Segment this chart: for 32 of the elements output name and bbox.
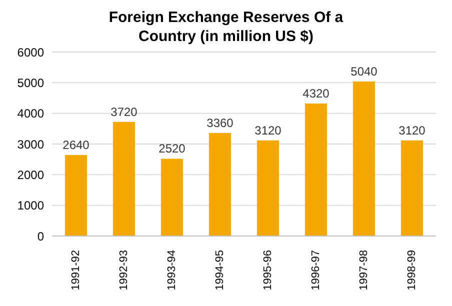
y-tick-label: 0 — [37, 229, 44, 244]
x-tick-label: 1998-99 — [406, 250, 418, 290]
bar — [353, 81, 375, 236]
x-tick-label: 1994-95 — [214, 250, 226, 290]
data-label: 2640 — [62, 138, 90, 152]
chart-title: Foreign Exchange Reserves Of a Country (in million US $) — [108, 8, 344, 46]
y-tick-label: 3000 — [17, 137, 44, 152]
x-tick-label: 1997-98 — [358, 250, 370, 290]
y-tick-label: 4000 — [17, 106, 44, 121]
data-label: 5040 — [350, 64, 378, 78]
x-tick-label: 1991-92 — [70, 250, 82, 290]
bar — [305, 104, 327, 236]
x-tick-label: 1993-94 — [166, 250, 178, 290]
data-label: 4320 — [302, 86, 330, 101]
x-tick-label: 1996-97 — [310, 250, 322, 290]
data-label: 2520 — [158, 142, 186, 156]
data-label: 3360 — [206, 116, 234, 130]
bar — [113, 122, 135, 236]
y-tick-label: 5000 — [17, 76, 44, 90]
data-label: 3720 — [110, 104, 138, 119]
bar — [257, 140, 279, 236]
y-tick-label: 6000 — [17, 45, 44, 60]
x-tick-label: 1995-96 — [262, 250, 274, 290]
bar — [65, 155, 87, 236]
bar — [161, 158, 183, 236]
data-label: 3120 — [398, 123, 426, 138]
y-tick-label: 1000 — [17, 198, 44, 213]
bar — [401, 140, 423, 236]
data-label: 3120 — [254, 123, 282, 138]
bar — [209, 132, 231, 236]
y-tick-label: 2000 — [17, 168, 44, 182]
x-tick-label: 1992-93 — [118, 250, 130, 290]
